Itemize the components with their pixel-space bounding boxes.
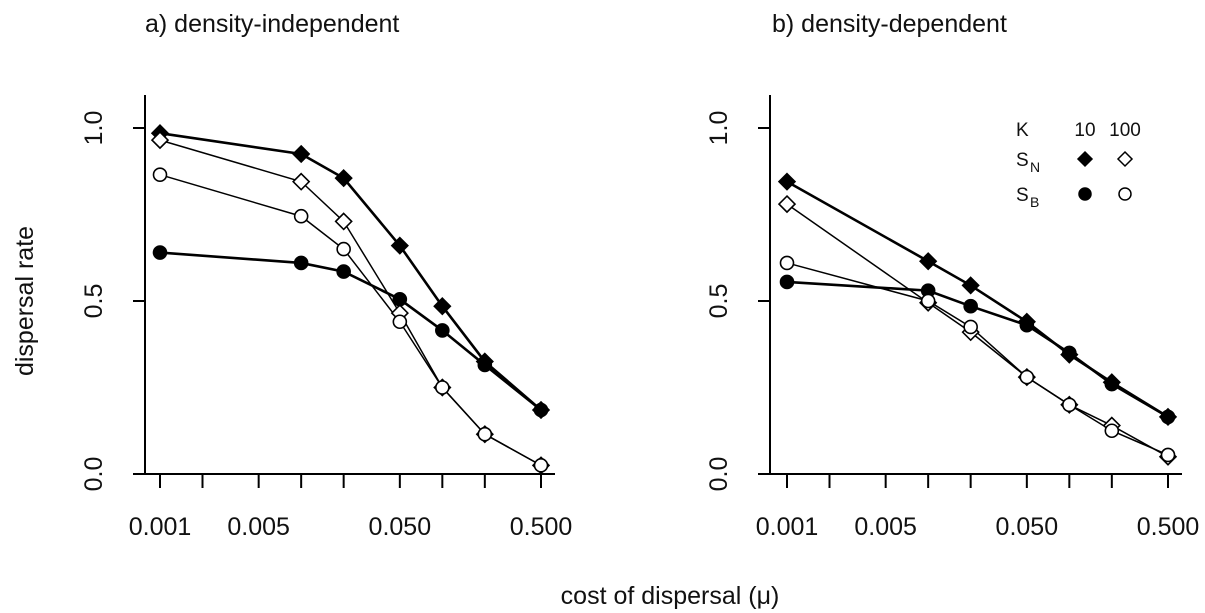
panel-a-x-tick-label: 0.050: [369, 513, 432, 541]
legend-header-k: K: [1016, 120, 1029, 141]
panel-a-y-tick-label: 1.0: [80, 111, 108, 146]
panel-a-title: a) density-independent: [145, 10, 399, 38]
panel-a-series-line-open-circle: [159, 173, 542, 467]
panel-a-series-line-filled-circle: [159, 251, 542, 412]
panel-a-point-open-circle: [435, 380, 450, 395]
panel-a-point-filled-circle: [336, 264, 351, 279]
panel-b-point-filled-circle: [1104, 376, 1120, 392]
panel-b-y-tick-label: 0.5: [705, 284, 733, 319]
panel-a-y-axis-label: dispersal rate: [11, 226, 39, 376]
panel-a-point-filled-circle: [152, 245, 168, 260]
panel-b-point-open-circle: [1160, 447, 1176, 463]
panel-b-y-tick-label: 1.0: [705, 111, 733, 146]
panel-a-point-filled-diamond: [433, 297, 452, 316]
panel-a-series-line-open-diamond: [159, 139, 542, 467]
panel-b-point-filled-circle: [1160, 409, 1176, 425]
panel-b-point-filled-diamond: [961, 276, 980, 295]
panel-b-point-open-circle: [1019, 369, 1035, 385]
legend-marker-open-diamond: [1116, 150, 1134, 168]
panel-a-point-filled-diamond: [292, 144, 311, 164]
x-axis-label: cost of dispersal (μ): [561, 582, 780, 610]
panel-a-point-filled-circle: [435, 323, 450, 338]
panel-a-point-filled-diamond: [334, 169, 353, 188]
panel-b-point-open-circle: [963, 319, 978, 335]
panel-b-point-filled-circle: [1062, 345, 1077, 361]
panel-a-point-open-circle: [533, 458, 549, 473]
panel-b-point-filled-circle: [963, 298, 978, 314]
panel-a-point-open-diamond: [334, 212, 353, 231]
panel-a-point-filled-diamond: [390, 236, 409, 255]
panel-b-x-tick-label: 0.050: [996, 513, 1059, 541]
panel-a-point-open-circle: [477, 426, 493, 442]
panel-b-point-open-circle: [1062, 397, 1077, 413]
panel-a-x-tick-label: 0.005: [227, 513, 290, 541]
panel-b-x-tick-label: 0.500: [1137, 513, 1200, 541]
panel-a-point-open-diamond: [292, 172, 311, 191]
panel-b-x-tick-label: 0.001: [756, 513, 819, 541]
panel-b-point-open-circle: [920, 293, 936, 309]
panel-a-point-filled-circle: [477, 357, 493, 373]
panel-a-x-tick-label: 0.500: [510, 513, 573, 541]
panel-b-series-line-filled-circle: [786, 280, 1169, 419]
legend-marker-filled-diamond: [1076, 150, 1094, 168]
legend-row-label: S: [1016, 185, 1029, 206]
panel-a-point-open-circle: [293, 208, 309, 224]
panel-b-y-tick-label: 0.0: [705, 457, 733, 492]
panel-a-y-tick-label: 0.0: [80, 457, 108, 492]
panel-a-y-tick-label: 0.5: [80, 284, 108, 319]
panel-b-point-open-diamond: [777, 194, 797, 214]
legend-header-col: 100: [1109, 120, 1141, 141]
panel-a-point-open-circle: [152, 167, 168, 183]
panel-b-point-filled-diamond: [919, 252, 938, 271]
panel-b: b) density-dependent 0.0 0.5 1.0 0.001 0.005 0…: [705, 10, 1199, 541]
legend-marker-open-circle: [1118, 187, 1132, 201]
panel-a-point-open-diamond: [150, 130, 170, 150]
panel-a-point-open-circle: [336, 241, 351, 257]
panel-b-point-open-circle: [779, 255, 795, 271]
panel-b-title: b) density-dependent: [772, 10, 1007, 38]
panel-b-point-filled-circle: [779, 274, 795, 290]
panel-b-point-filled-circle: [1019, 317, 1035, 333]
panel-a-x-tick-label: 0.001: [129, 513, 192, 541]
panel-b-point-filled-diamond: [777, 172, 797, 191]
panel-a-point-filled-circle: [392, 291, 408, 307]
panel-a-point-filled-circle: [293, 255, 309, 271]
legend-row-label: S: [1016, 150, 1029, 171]
legend-marker-filled-circle: [1078, 187, 1092, 201]
legend-row-subscript: N: [1030, 159, 1040, 175]
panel-a-point-open-circle: [392, 314, 408, 330]
legend-header-col: 10: [1074, 120, 1095, 141]
panel-b-point-open-circle: [1104, 423, 1120, 439]
panel-a-point-filled-circle: [533, 402, 549, 418]
panel-b-x-tick-label: 0.005: [854, 513, 917, 541]
legend-row-subscript: B: [1030, 194, 1039, 210]
